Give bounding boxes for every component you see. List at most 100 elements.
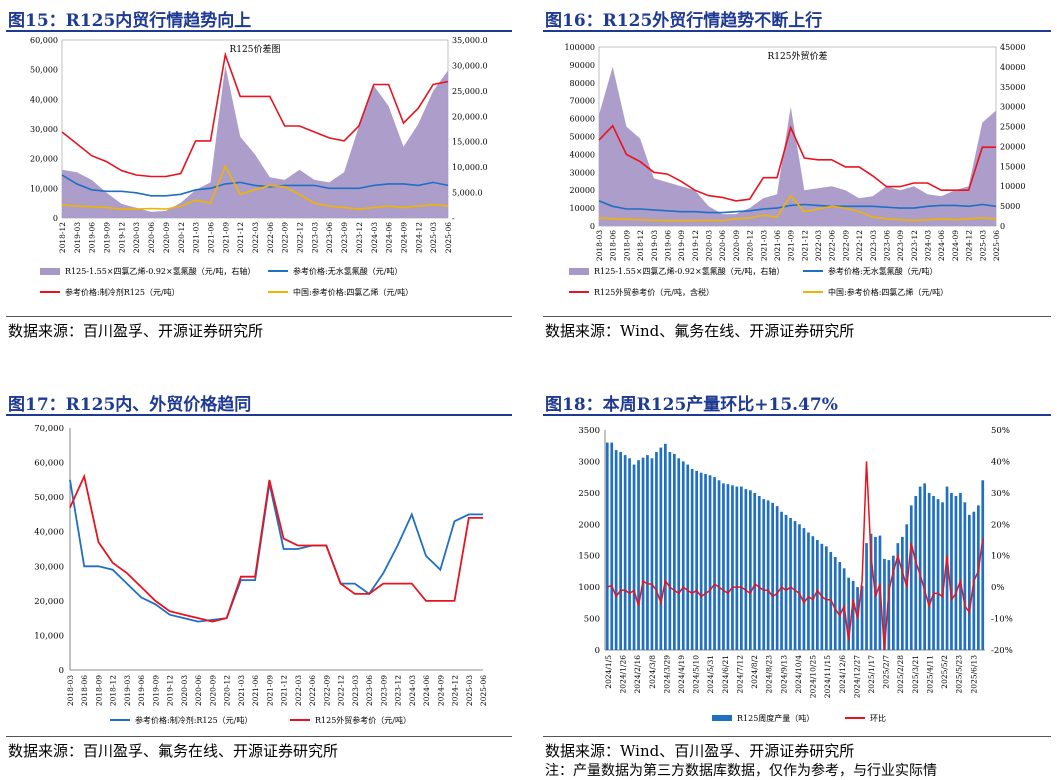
y-tick-label: 70,000	[34, 424, 64, 434]
bar-weekly-output	[954, 496, 958, 650]
legend-label: R125外贸参考价（元/吨，含税）	[594, 287, 714, 297]
y-tick-label-left: 40000	[570, 150, 595, 159]
x-tick-label: 2021-09	[265, 675, 274, 706]
y-tick-label-left: 60000	[570, 115, 595, 124]
y-tick-label-right: 35000	[1000, 83, 1025, 92]
bar-weekly-output	[771, 502, 774, 650]
x-tick-label: 2021-12	[800, 230, 809, 261]
x-tick-label: 2024-03	[370, 222, 379, 253]
bar-weekly-output	[918, 486, 922, 650]
x-tick-label: 2020-12	[177, 222, 186, 253]
figure-18-title: 图18：本周R125产量环比+15.47%	[545, 395, 838, 415]
x-tick-label: 2022-12	[855, 230, 864, 261]
y-tick-label-left: 10,000	[30, 184, 58, 193]
y-tick-label-left: 0	[53, 214, 58, 223]
x-tick-label: 2024/5/10	[692, 655, 701, 694]
x-tick-label: 2023-03	[351, 675, 360, 706]
x-tick-label: 2024/6/21	[721, 655, 730, 693]
x-tick-label: 2019-06	[137, 675, 146, 706]
x-tick-label: 2025/6/13	[969, 655, 978, 694]
x-tick-label: 2022-03	[294, 675, 303, 706]
x-tick-label: 2018-03	[66, 675, 75, 706]
x-tick-label: 2025-06	[444, 222, 453, 253]
y-tick-label-left: 1000	[578, 583, 600, 593]
legend-label: 环比	[870, 713, 886, 723]
x-tick-label: 2024-06	[385, 222, 394, 253]
x-tick-label: 2024-09	[436, 675, 445, 706]
y-tick-label-right: 40%	[991, 457, 1010, 467]
x-tick-label: 2024/3/8	[648, 655, 657, 689]
legend-swatch-bar	[712, 715, 732, 721]
x-tick-label: 2019-06	[663, 230, 672, 261]
series-line-0	[69, 479, 483, 623]
x-tick-label: 2025-06	[992, 230, 1001, 261]
x-tick-label: 2019-12	[691, 230, 700, 261]
y-tick-label-right: 25,000.0	[452, 87, 488, 96]
y-tick-label: 0	[59, 666, 64, 676]
x-tick-label: 2025-03	[978, 230, 987, 261]
bar-weekly-output	[708, 475, 712, 650]
bar-weekly-output	[699, 472, 703, 650]
bar-weekly-output	[825, 546, 828, 650]
figure-18-source: 数据来源：Wind、百川盈孚、开源证券研究所	[545, 742, 855, 760]
x-tick-label: 2024-06	[937, 230, 946, 261]
y-tick-label-right: 5000	[1000, 202, 1020, 211]
y-tick-label-right: 20000	[1000, 142, 1025, 151]
y-tick-label-right: -20%	[991, 646, 1013, 656]
x-tick-label: 2024/8/2	[750, 655, 759, 689]
x-tick-label: 2025/3/21	[911, 655, 920, 693]
bar-weekly-output	[681, 461, 685, 650]
x-tick-label: 2020-09	[162, 222, 171, 253]
y-tick-label-left: 2000	[578, 520, 600, 530]
bar-weekly-output	[650, 458, 654, 650]
x-tick-label: 2023-03	[310, 222, 319, 253]
y-tick-label-right: 40000	[1000, 63, 1025, 72]
x-tick-label: 2018-06	[609, 230, 618, 261]
y-tick-label-left: 80000	[570, 79, 595, 88]
y-tick-label: 30,000	[34, 562, 64, 572]
y-tick-label-left: 20,000	[30, 155, 58, 164]
x-tick-label: 2018-09	[94, 675, 103, 706]
x-tick-label: 2022-12	[296, 222, 305, 253]
figure-15-title: 图15：R125内贸行情趋势向上	[8, 11, 252, 31]
bar-weekly-output	[619, 452, 622, 650]
bar-weekly-output	[968, 514, 971, 650]
x-tick-label: 2025/2/28	[896, 655, 905, 694]
bar-weekly-output	[731, 485, 734, 650]
x-tick-label: 2023-06	[365, 675, 374, 706]
bar-weekly-output	[932, 496, 935, 650]
bar-weekly-output	[735, 486, 739, 650]
x-tick-label: 2023-12	[394, 675, 403, 706]
y-tick-label-left: 1500	[578, 552, 600, 562]
figure-17-chart: 0 10,000 20,000 30,000 40,000 50,000 60,000 70,…	[34, 424, 488, 725]
x-tick-label: 2025/4/11	[925, 655, 934, 693]
bar-weekly-output	[793, 521, 797, 650]
y-tick-label-left: 60,000	[30, 36, 58, 45]
x-tick-label: 2024-06	[422, 675, 431, 706]
series-line-2	[61, 51, 449, 178]
chart-inner-title: R125外贸价差	[768, 50, 828, 62]
bar-weekly-output	[614, 450, 618, 650]
figure-18-chart: 0 500 1000 1500 2000 2500 3000 3500 -20% -10% 0% 10…	[578, 426, 1013, 723]
bar-weekly-output	[945, 486, 949, 650]
y-tick-label-right: -	[452, 214, 455, 223]
y-tick-label-left: 30,000	[30, 125, 58, 134]
y-tick-label-left: 100000	[564, 43, 595, 52]
bar-weekly-output	[959, 492, 962, 650]
y-tick-label-right: 30%	[991, 489, 1010, 499]
series-line-3	[598, 194, 997, 222]
bar-weekly-output	[941, 502, 944, 650]
legend-label: 参考价格:制冷剂R125（元/吨）	[65, 287, 180, 297]
x-tick-label: 2024/5/31	[706, 655, 715, 693]
y-tick-label-right: 20%	[991, 520, 1010, 530]
bar-weekly-output	[780, 511, 783, 650]
x-tick-label: 2024/8/23	[765, 655, 774, 694]
figure-16-source: 数据来源：Wind、氟务在线、开源证券研究所	[545, 322, 855, 340]
legend-swatch-area	[40, 268, 60, 275]
bar-weekly-output	[722, 483, 725, 650]
bar-weekly-output	[950, 492, 953, 650]
x-tick-label: 2021-06	[251, 675, 260, 706]
x-tick-label: 2021-03	[192, 222, 201, 253]
legend-label: 参考价格:无水氢氟酸（元/吨）	[293, 266, 402, 276]
x-tick-label: 2020-03	[705, 230, 714, 261]
